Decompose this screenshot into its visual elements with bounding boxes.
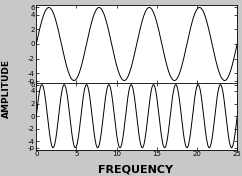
Text: FREQUENCY: FREQUENCY: [98, 164, 173, 174]
Text: AMPLITUDE: AMPLITUDE: [2, 58, 11, 118]
